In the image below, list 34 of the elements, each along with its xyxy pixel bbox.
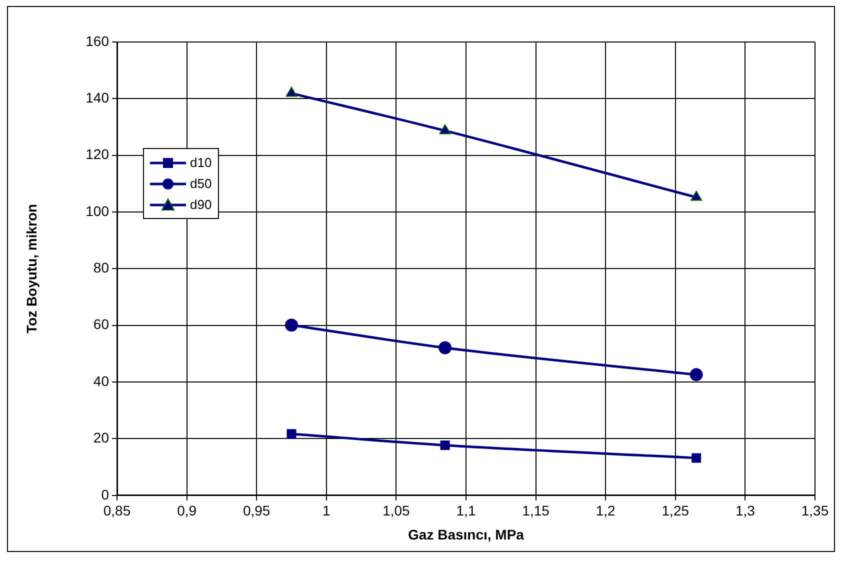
x-tick-label: 1,1 xyxy=(456,502,476,519)
y-tick-label: 20 xyxy=(93,430,110,446)
x-tick-label: 1,2 xyxy=(596,502,616,519)
legend-label: d10 xyxy=(190,155,212,170)
x-tick-label: 1,25 xyxy=(662,502,690,519)
x-tick-label: 1,3 xyxy=(735,502,756,519)
x-tick-label: 0,9 xyxy=(177,502,197,519)
x-tick-label: 1 xyxy=(322,502,330,519)
point xyxy=(692,453,702,463)
x-axis-title: Gaz Basıncı, MPa xyxy=(408,526,524,542)
x-tick-label: 0,95 xyxy=(242,502,270,519)
x-tick-label: 1,05 xyxy=(382,502,410,519)
point xyxy=(286,86,298,97)
point xyxy=(439,124,451,134)
x-tick-label: 0,85 xyxy=(103,502,131,519)
y-tick-label: 60 xyxy=(93,316,110,332)
y-tick-label: 0 xyxy=(101,486,110,502)
point xyxy=(440,440,450,450)
point xyxy=(285,318,298,332)
y-tick-label: 40 xyxy=(93,372,110,389)
x-tick-label: 1,35 xyxy=(801,502,829,519)
point xyxy=(690,190,702,201)
point xyxy=(286,429,296,439)
y-axis-title: Toz Boyutu, mikron xyxy=(23,204,40,334)
x-tick-label: 1,15 xyxy=(522,502,550,519)
point xyxy=(690,368,703,382)
y-tick-label: 100 xyxy=(86,202,110,219)
y-tick-label: 80 xyxy=(93,260,110,276)
legend-label: d90 xyxy=(190,197,212,212)
y-tick-label: 160 xyxy=(86,32,110,49)
y-tick-label: 140 xyxy=(86,90,110,106)
y-tick-label: 120 xyxy=(86,146,110,162)
legend-label: d50 xyxy=(190,176,212,191)
point xyxy=(438,341,452,354)
